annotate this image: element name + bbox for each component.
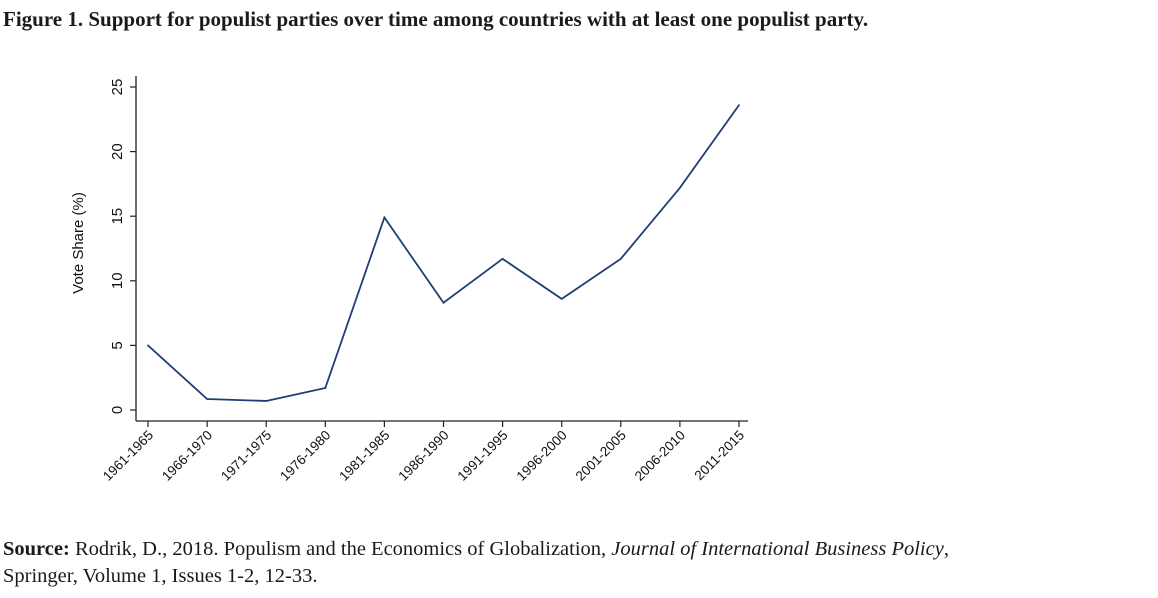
data-point-1976-1980	[324, 387, 327, 389]
x-tick-label-1966-1970: 1966-1970	[159, 428, 215, 484]
y-tick-label-25: 25	[109, 79, 126, 96]
x-tick-label-1986-1990: 1986-1990	[395, 428, 451, 484]
data-point-1996-2000	[560, 297, 563, 300]
figure-title: Figure 1. Support for populist parties o…	[3, 7, 869, 31]
data-point-1986-1990	[442, 301, 445, 304]
x-tick-label-1996-2000: 1996-2000	[514, 428, 570, 484]
x-tick-label-1971-1975: 1971-1975	[218, 428, 274, 484]
y-axis: 0 5 10 15 20 25	[109, 76, 137, 421]
data-point-1991-1995	[501, 257, 504, 260]
data-point-2011-2015	[738, 104, 740, 106]
source-journal: Journal of International Business Policy	[611, 538, 944, 560]
source-citation: Source: Rodrik, D., 2018. Populism and t…	[3, 536, 949, 590]
y-tick-label-0: 0	[109, 406, 126, 414]
y-tick-label-20: 20	[109, 143, 126, 160]
x-tick-label-2006-2010: 2006-2010	[632, 428, 688, 484]
x-tick-label-2011-2015: 2011-2015	[692, 428, 748, 484]
data-point-2006-2010	[679, 186, 681, 189]
y-tick-label-15: 15	[109, 208, 126, 225]
y-axis-label: Vote Share (%)	[70, 192, 87, 294]
x-axis: 1961-1965 1966-1970 1971-1975 1976-1980 1981…	[100, 420, 748, 484]
source-label: Source:	[3, 538, 70, 560]
source-line-1: Source: Rodrik, D., 2018. Populism and t…	[3, 536, 949, 563]
source-comma: ,	[943, 538, 949, 560]
data-point-1961-1965	[147, 344, 149, 347]
x-tick-label-1991-1995: 1991-1995	[454, 428, 510, 484]
source-line-2: Springer, Volume 1, Issues 1-2, 12-33.	[3, 565, 318, 587]
data-point-1966-1970	[206, 398, 209, 400]
x-tick-label-1961-1965: 1961-1965	[100, 428, 156, 484]
x-tick-label-1976-1980: 1976-1980	[277, 428, 333, 484]
series-group	[147, 104, 740, 402]
source-text: Rodrik, D., 2018. Populism and the Econo…	[69, 538, 612, 560]
x-tick-label-1981-1985: 1981-1985	[336, 428, 392, 484]
x-tick-label-2001-2005: 2001-2005	[573, 428, 629, 484]
data-point-2001-2005	[619, 257, 622, 260]
data-point-1981-1985	[383, 216, 386, 219]
y-tick-label-5: 5	[109, 341, 126, 349]
y-tick-label-10: 10	[109, 272, 126, 289]
series-line-0	[147, 104, 740, 402]
data-point-1971-1975	[265, 400, 268, 402]
